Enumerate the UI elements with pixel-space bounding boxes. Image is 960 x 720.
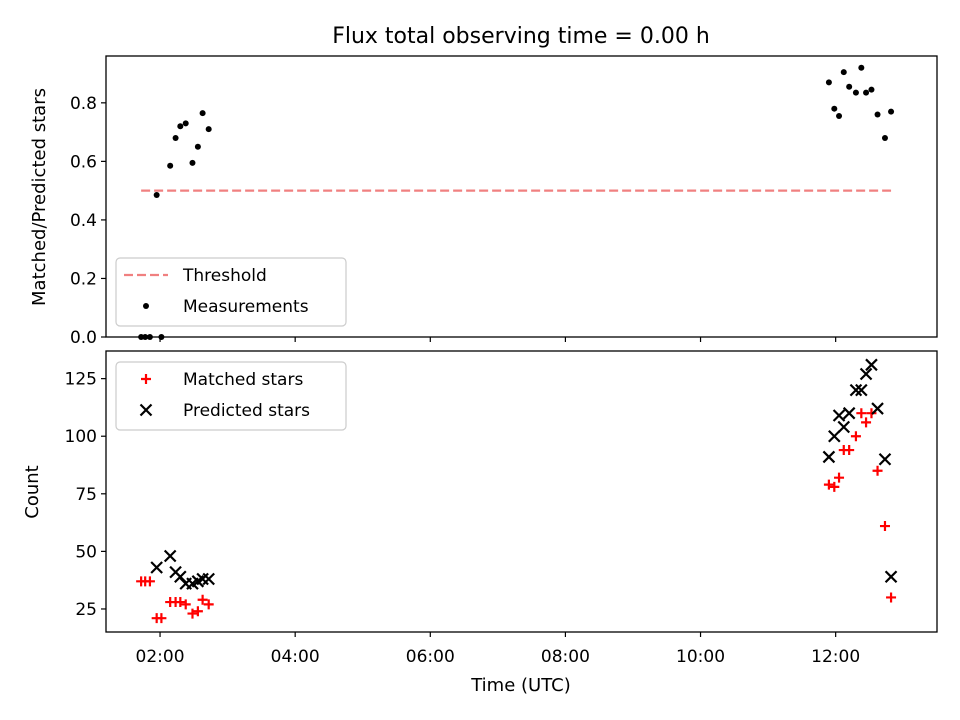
matched-star-point [192, 606, 203, 617]
bottom-ytick-label: 50 [75, 542, 97, 562]
top-ytick-label: 0.2 [70, 269, 97, 289]
top-ytick-label: 0.6 [70, 152, 97, 172]
measurement-point [189, 159, 196, 166]
bottom-ytick-label: 100 [65, 427, 97, 447]
measurement-point [858, 64, 865, 71]
matched-star-point [872, 465, 883, 476]
top-ytick-label: 0.4 [70, 211, 97, 231]
predicted-star-point [859, 367, 873, 381]
measurement-point [846, 83, 853, 90]
measurement-point [153, 192, 160, 199]
xtick-label: 06:00 [406, 647, 455, 667]
predicted-star-point [822, 450, 836, 464]
matched-star-point [180, 599, 191, 610]
bottom-series-0 [136, 408, 897, 624]
matched-star-point [829, 481, 840, 492]
measurement-point [205, 126, 212, 133]
matched-star-point [861, 417, 872, 428]
predicted-star-point [842, 406, 856, 420]
measurement-point [881, 134, 888, 141]
matched-star-point [879, 521, 890, 532]
matched-star-point [175, 597, 186, 608]
bottom-axes-frame [105, 350, 938, 633]
measurement-point [182, 120, 189, 127]
measurement-point [199, 110, 206, 117]
matched-star-point [197, 594, 208, 605]
bottom-ytick-label: 25 [75, 600, 97, 620]
legend-frame [115, 361, 347, 431]
predicted-star-point [855, 383, 868, 397]
matched-star-point [844, 445, 855, 456]
measurement-point [167, 162, 174, 169]
xtick-label: 02:00 [136, 647, 185, 667]
bottom-ytick-label: 125 [65, 370, 97, 390]
matched-star-point [823, 479, 834, 490]
top-legend: Threshold Measurements [115, 257, 347, 327]
predicted-star-point [832, 409, 846, 422]
matched-star-point [144, 576, 155, 587]
chart-title: Flux total observing time = 0.00 h [332, 24, 710, 49]
measurement-point [836, 113, 843, 120]
measurement-point [831, 105, 838, 112]
top-axes-frame [105, 55, 938, 338]
x-axis-label: Time (UTC) [470, 675, 571, 696]
predicted-star-point [849, 383, 863, 397]
legend-label: Measurements [183, 297, 309, 317]
top-ytick-label: 0.0 [70, 328, 97, 348]
predicted-star-point [828, 429, 841, 443]
measurement-point [840, 69, 847, 76]
bottom-legend: Matched stars Predicted stars [115, 361, 347, 431]
predicted-star-point [202, 572, 215, 586]
legend-matched-swatch [141, 374, 151, 384]
bottom-ytick-label: 75 [75, 485, 97, 505]
predicted-star-point [837, 420, 851, 434]
measurement-point [888, 108, 895, 115]
legend-measurement-swatch [143, 303, 149, 309]
legend-label: Matched stars [183, 370, 303, 390]
predicted-star-point [163, 549, 177, 563]
xtick-label: 08:00 [541, 647, 590, 667]
matched-star-point [856, 408, 867, 419]
measurement-point [874, 111, 881, 118]
predicted-star-point [884, 570, 898, 583]
xtick-label: 10:00 [676, 647, 725, 667]
measurement-point [194, 143, 201, 150]
matched-star-point [156, 613, 167, 624]
legend-label: Predicted stars [183, 401, 310, 421]
matched-star-point [187, 608, 198, 619]
measurement-point [825, 79, 832, 86]
bottom-panel: Count 25 50 75 100 125 02:00 04:00 06:00 08:00 10… [22, 350, 938, 667]
matched-star-point [834, 472, 845, 483]
measurement-point [868, 86, 875, 93]
measurement-point [172, 134, 179, 141]
top-panel: Matched/Predicted stars 0.0 0.2 0.4 0.6 0.8 T… [29, 55, 938, 348]
xtick-label: 12:00 [811, 647, 860, 667]
predicted-star-point [150, 561, 163, 574]
legend-label: Threshold [182, 266, 267, 286]
bottom-panel-ylabel: Count [22, 465, 43, 518]
matched-star-point [886, 592, 897, 603]
legend-frame [115, 257, 347, 327]
matched-star-point [203, 599, 214, 610]
top-panel-ylabel: Matched/Predicted stars [29, 88, 50, 306]
predicted-star-point [878, 452, 892, 466]
xtick-label: 04:00 [271, 647, 320, 667]
measurement-point [852, 89, 859, 96]
measurement-point [863, 89, 870, 96]
predicted-star-point [865, 358, 878, 372]
top-ytick-label: 0.8 [70, 94, 97, 114]
matched-star-point [850, 431, 861, 442]
top-series-1 [138, 64, 895, 340]
measurement-point [177, 123, 184, 130]
bottom-series-1 [150, 358, 898, 590]
predicted-star-point [871, 402, 884, 415]
legend-predicted-swatch [139, 403, 153, 417]
